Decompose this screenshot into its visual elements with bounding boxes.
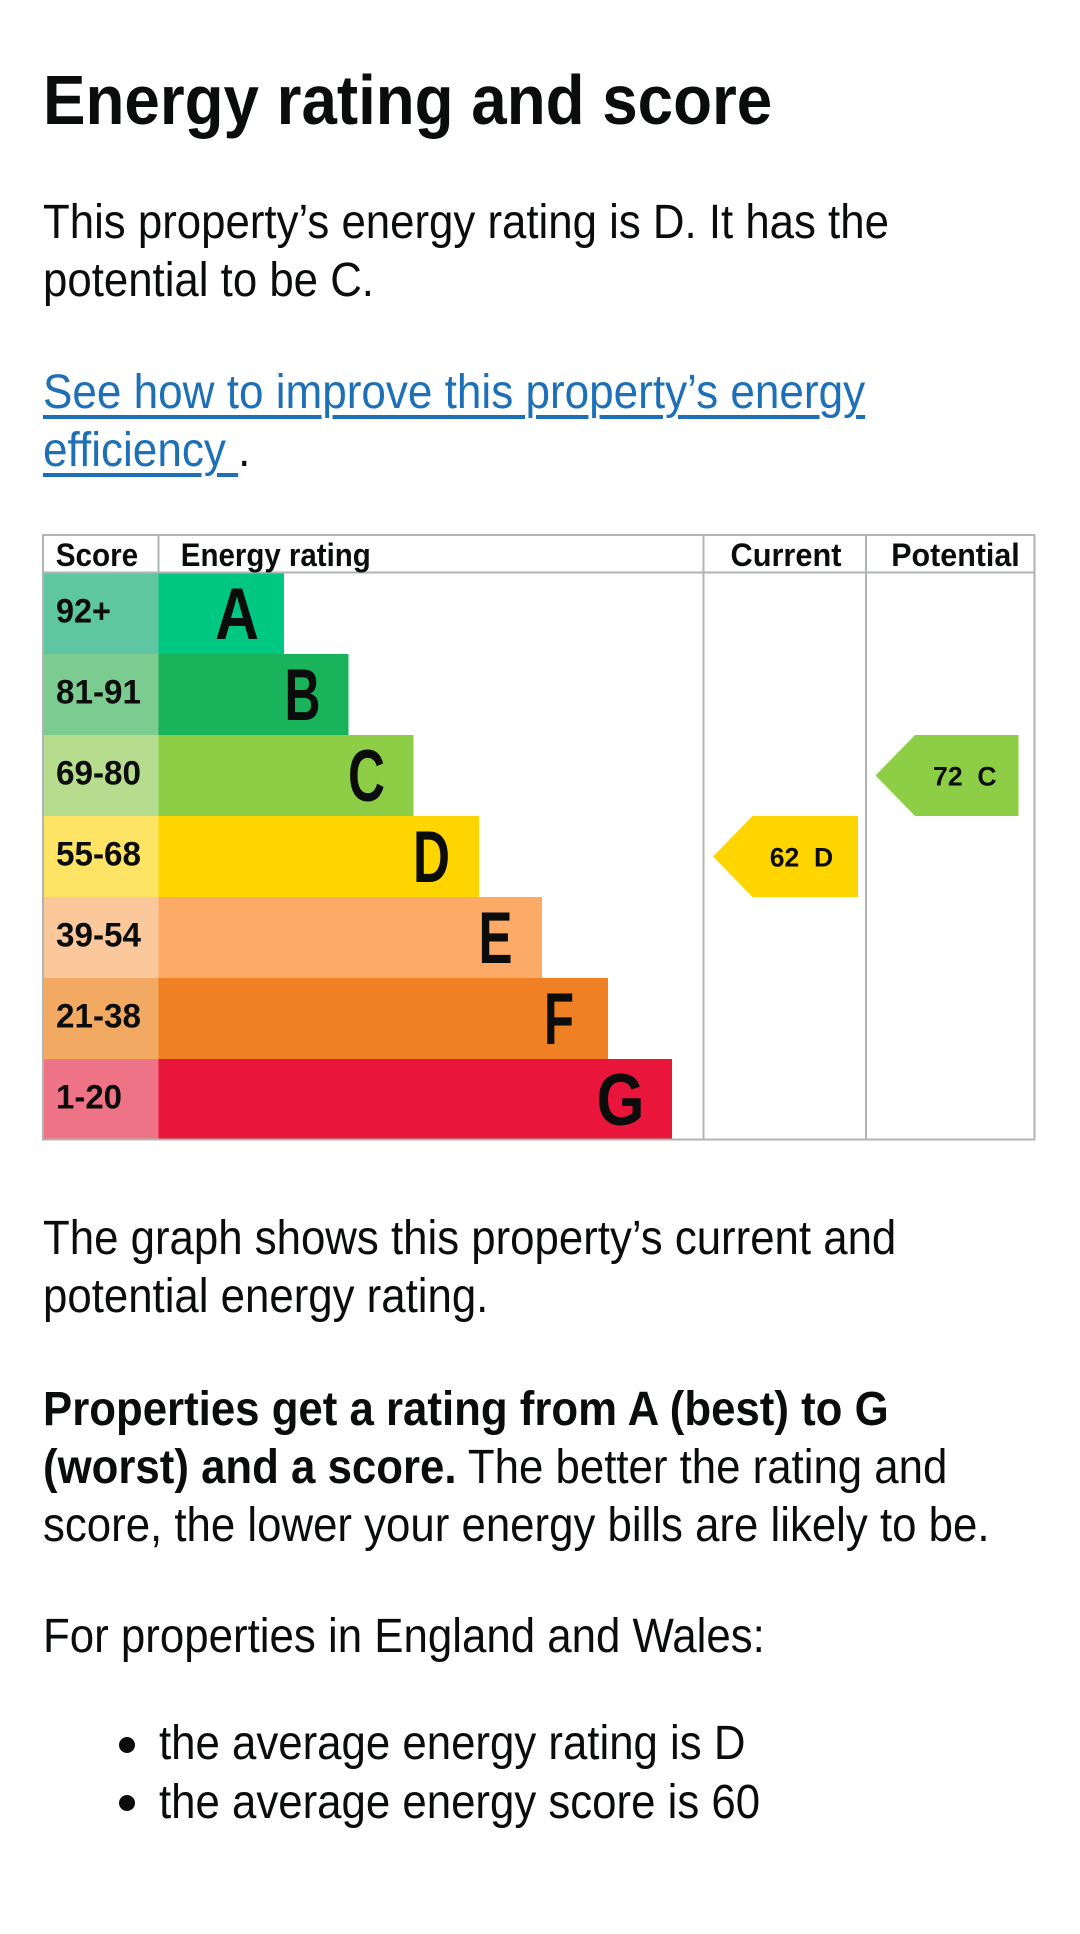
svg-text:F: F	[544, 979, 574, 1060]
svg-text:G: G	[597, 1060, 645, 1141]
svg-text:B: B	[285, 655, 321, 736]
svg-text:81-91: 81-91	[56, 674, 141, 712]
svg-text:Score: Score	[56, 537, 139, 573]
svg-text:55-68: 55-68	[56, 836, 141, 874]
svg-text:21-38: 21-38	[56, 998, 141, 1036]
svg-text:C: C	[348, 736, 385, 817]
svg-text:D: D	[413, 817, 450, 898]
svg-text:39-54: 39-54	[56, 917, 141, 955]
svg-text:Potential: Potential	[891, 537, 1020, 573]
svg-text:62 D: 62 D	[770, 843, 834, 873]
svg-text:92+: 92+	[56, 593, 111, 631]
svg-text:A: A	[215, 574, 259, 655]
svg-text:Current: Current	[731, 537, 842, 573]
svg-text:69-80: 69-80	[56, 755, 141, 793]
svg-text:E: E	[479, 898, 513, 979]
svg-text:72 C: 72 C	[933, 762, 997, 792]
svg-text:Energy rating: Energy rating	[181, 537, 371, 573]
svg-text:1-20: 1-20	[56, 1079, 122, 1117]
